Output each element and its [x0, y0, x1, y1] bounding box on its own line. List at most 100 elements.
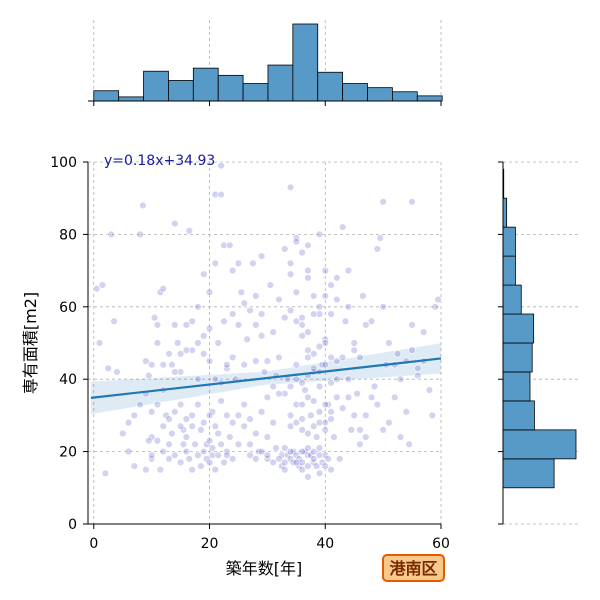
scatter-point	[200, 447, 208, 456]
scatter-point	[194, 451, 202, 459]
scatter-point	[373, 400, 382, 409]
top-hist-bar	[292, 23, 319, 102]
scatter-point	[171, 219, 179, 228]
scatter-point	[292, 400, 301, 409]
scatter-point	[396, 433, 405, 441]
scatter-point	[176, 400, 185, 409]
scatter-point	[223, 451, 231, 459]
scatter-point	[356, 440, 364, 449]
scatter-point	[200, 418, 208, 427]
scatter-point	[217, 161, 225, 170]
scatter-point	[309, 447, 318, 456]
scatter-point	[281, 466, 289, 474]
scatter-point	[333, 274, 341, 282]
right-hist-bar	[502, 197, 508, 228]
scatter-point	[176, 350, 185, 358]
scatter-point	[226, 241, 234, 249]
scatter-point	[150, 313, 159, 322]
scatter-point	[191, 440, 199, 449]
scatter-point	[367, 393, 376, 401]
y-axis-label: 専有面積[m2]	[21, 292, 40, 394]
scatter-point	[263, 357, 272, 365]
scatter-point	[234, 321, 243, 329]
right-histogram	[498, 161, 580, 525]
scatter-point	[240, 400, 248, 409]
right-hist-bar	[502, 313, 535, 344]
scatter-point	[257, 332, 266, 340]
scatter-point	[431, 303, 439, 311]
scatter-point	[301, 386, 309, 394]
scatter-point	[165, 455, 173, 463]
scatter-point	[408, 346, 416, 354]
y-tick-label: 0	[68, 517, 77, 533]
scatter-point	[234, 440, 243, 449]
scatter-point	[304, 429, 312, 438]
scatter-point	[292, 361, 301, 369]
scatter-point	[165, 350, 173, 358]
y-tick-label: 40	[59, 372, 77, 388]
scatter-point	[304, 328, 312, 336]
scatter-point	[246, 415, 254, 423]
scatter-point	[396, 375, 405, 383]
scatter-point	[286, 382, 295, 391]
scatter-point	[304, 462, 312, 470]
scatter-point	[252, 455, 260, 463]
scatter-point	[292, 317, 301, 325]
scatter-point	[344, 393, 353, 401]
scatter-point	[211, 466, 220, 474]
scatter-point	[281, 313, 289, 322]
scatter-point	[344, 303, 353, 311]
scatter-point	[171, 408, 179, 416]
scatter-point	[315, 469, 324, 478]
scatter-point	[159, 447, 167, 456]
scatter-point	[402, 408, 410, 416]
scatter-point	[136, 230, 144, 239]
scatter-point	[205, 458, 214, 467]
top-hist-bar	[143, 70, 169, 102]
y-tick-label: 60	[59, 300, 77, 316]
scatter-point	[281, 458, 289, 467]
right-hist-bar	[502, 400, 535, 431]
scatter-point	[136, 400, 144, 409]
regression-equation: y=0.18x+34.93	[104, 153, 215, 169]
scatter-point	[188, 317, 196, 325]
scatter-point	[362, 433, 370, 441]
scatter-point	[281, 444, 289, 452]
scatter-point	[321, 418, 329, 427]
scatter-point	[321, 400, 329, 409]
scatter-point	[379, 426, 387, 434]
scatter-point	[159, 422, 167, 430]
scatter-point	[315, 418, 324, 427]
scatter-point	[130, 462, 138, 470]
scatter-point	[275, 389, 283, 398]
scatter-point	[298, 400, 306, 409]
top-hist-bar	[168, 80, 194, 102]
scatter-point	[321, 339, 329, 347]
scatter-point	[173, 339, 182, 347]
scatter-point	[153, 339, 162, 347]
scatter-point	[165, 415, 173, 423]
x-tick-label: 20	[201, 536, 219, 552]
scatter-point	[249, 259, 257, 268]
scatter-point	[217, 440, 225, 449]
scatter-point	[153, 321, 162, 329]
scatter-point	[367, 317, 376, 325]
scatter-point	[269, 418, 277, 427]
scatter-point	[217, 397, 225, 405]
scatter-point	[208, 444, 217, 452]
scatter-point	[376, 234, 384, 242]
scatter-point	[171, 451, 179, 459]
top-hist-bar	[416, 95, 443, 102]
top-hist-bar	[342, 83, 368, 102]
scatter-point	[405, 440, 413, 449]
scatter-point	[255, 447, 263, 456]
scatter-point	[139, 201, 147, 210]
scatter-point	[147, 361, 156, 369]
scatter-point	[327, 281, 335, 289]
scatter-point	[333, 357, 341, 365]
scatter-point	[153, 400, 162, 409]
scatter-point	[327, 408, 335, 416]
scatter-point	[304, 444, 312, 452]
scatter-points	[92, 161, 442, 481]
scatter-point	[350, 346, 358, 354]
